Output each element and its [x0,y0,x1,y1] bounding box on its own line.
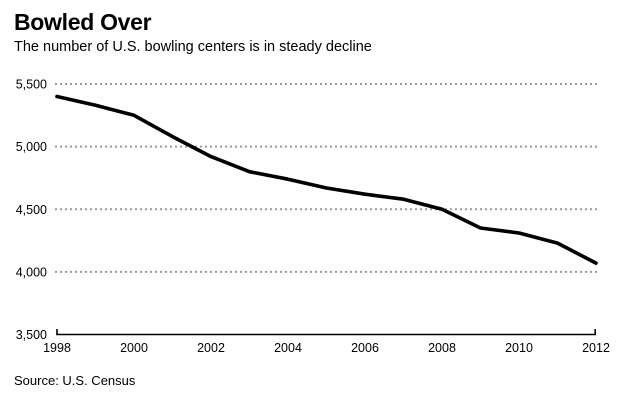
x-tick-label: 2004 [274,341,302,355]
x-tick-label: 2000 [120,341,148,355]
x-tick-label: 2006 [351,341,379,355]
x-tick-label: 2012 [582,341,610,355]
y-tick-label: 4,500 [16,203,47,217]
chart-subtitle: The number of U.S. bowling centers is in… [14,39,372,55]
source-note: Source: U.S. Census [14,373,136,388]
y-tick-label: 5,500 [16,78,47,92]
x-tick-label: 2008 [428,341,456,355]
x-tick-label: 1998 [43,341,71,355]
x-tick-label: 2002 [197,341,225,355]
x-tick-label: 2010 [505,341,533,355]
data-line [55,94,598,265]
y-tick-label: 3,500 [16,328,47,342]
chart-title: Bowled Over [14,9,152,35]
y-tick-label: 5,000 [16,140,47,154]
y-tick-label: 4,000 [16,265,47,279]
